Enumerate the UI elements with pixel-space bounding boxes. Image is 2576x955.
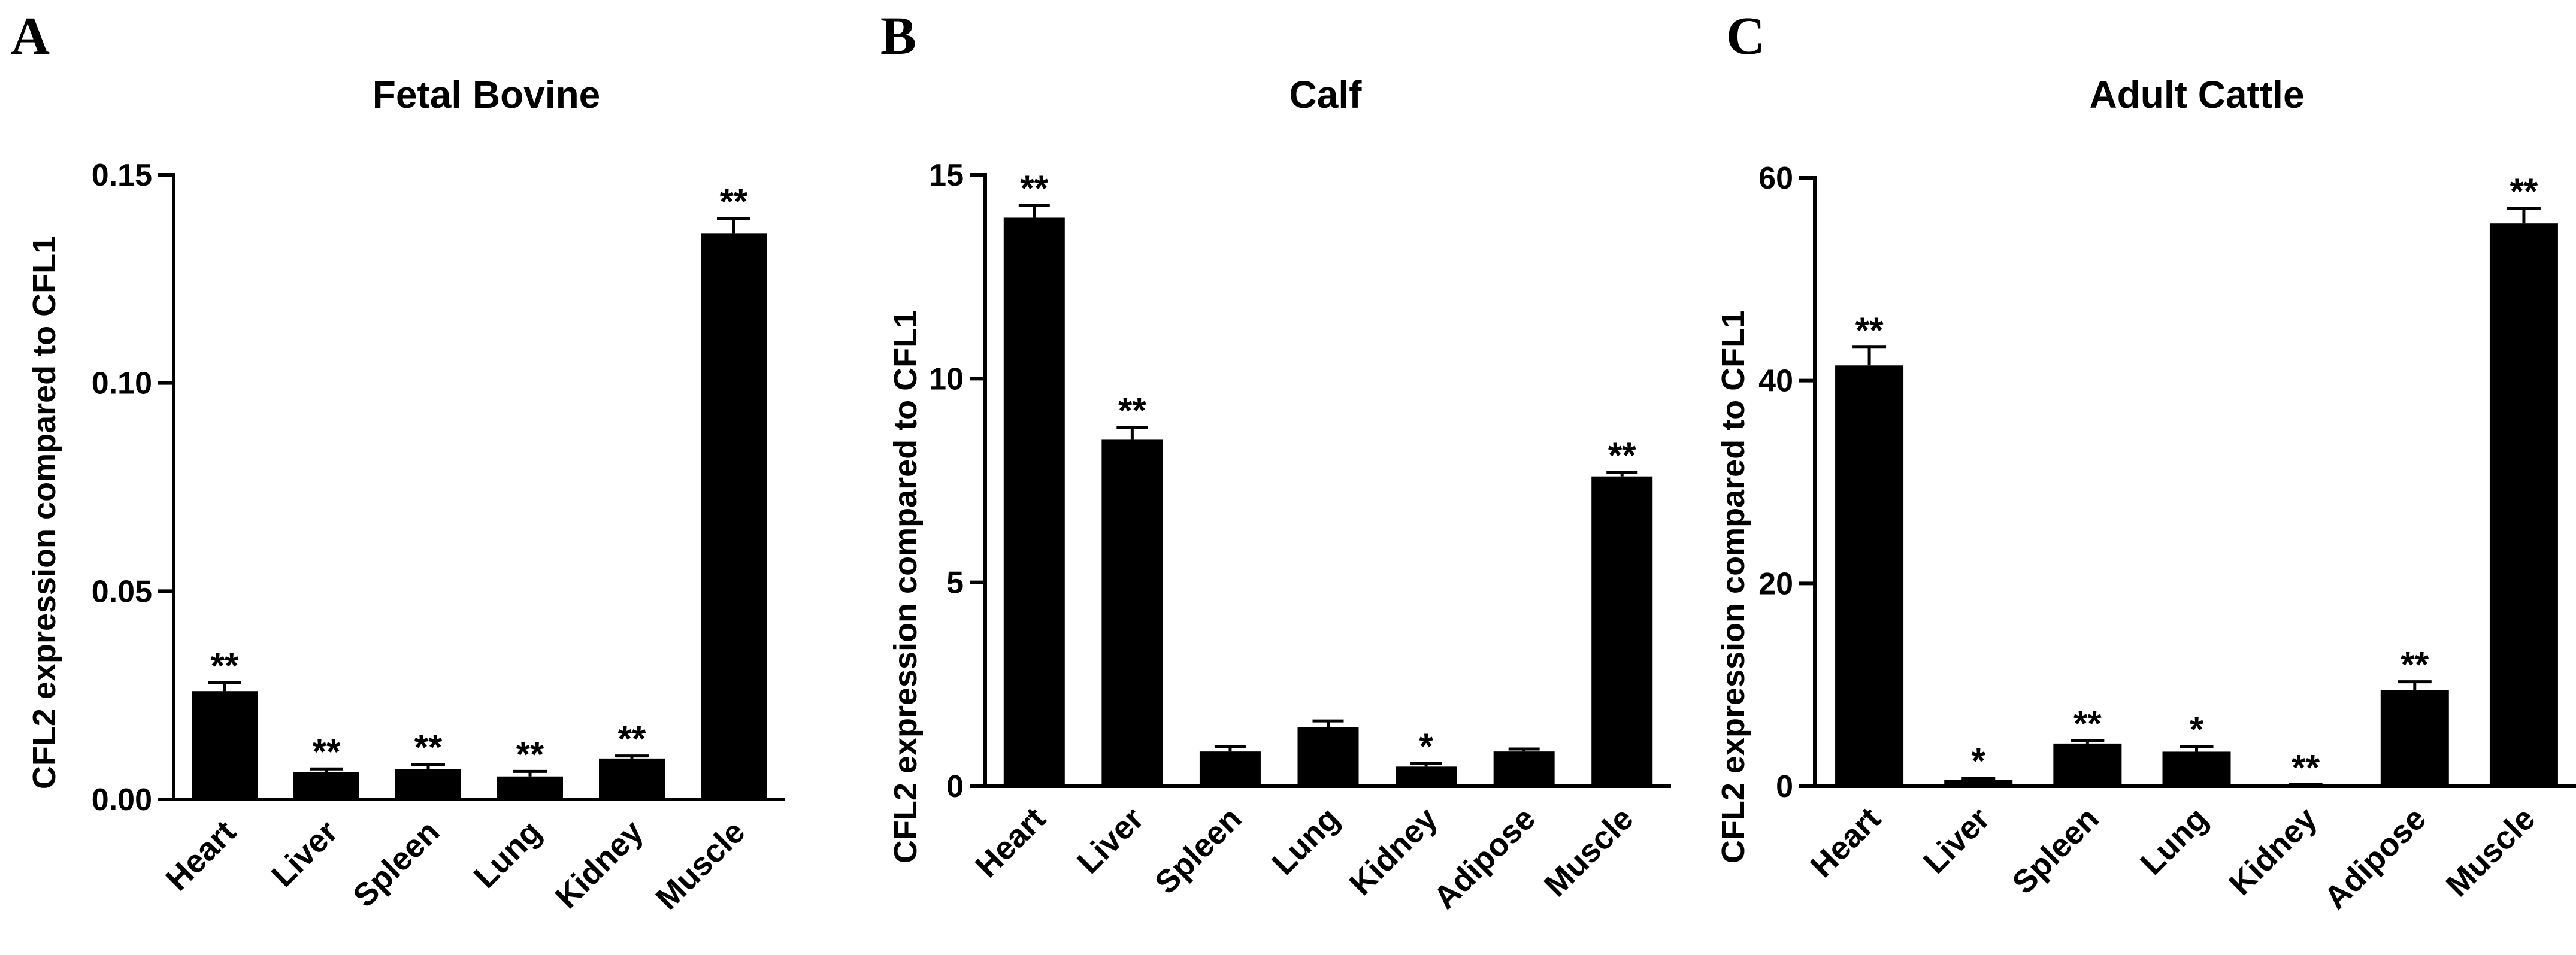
panel-a-ylabel: CFL2 expression compared to CFL1 <box>26 236 62 789</box>
panel-a-title: Fetal Bovine <box>373 73 601 116</box>
bar-muscle <box>2489 223 2558 786</box>
y-tick-label: 10 <box>929 362 964 396</box>
significance-label: ** <box>2073 704 2102 744</box>
bar-muscle <box>701 233 767 799</box>
category-label: Lung <box>1265 801 1346 882</box>
significance-label: ** <box>1855 310 1884 350</box>
bar-spleen <box>2053 743 2122 786</box>
category-label: Kidney <box>2222 801 2324 902</box>
significance-label: * <box>1419 726 1433 766</box>
category-label: Muscle <box>1537 801 1640 904</box>
category-label: Liver <box>1070 801 1151 881</box>
significance-label: ** <box>618 719 646 759</box>
category-label: Spleen <box>2005 801 2106 901</box>
significance-label: * <box>1972 741 1986 781</box>
category-label: Adipose <box>2317 801 2433 916</box>
category-label: Heart <box>159 814 243 898</box>
bar-spleen <box>1199 751 1261 786</box>
significance-label: ** <box>1118 390 1146 430</box>
bar-muscle <box>1591 476 1653 786</box>
bar-liver <box>1944 780 2013 786</box>
panel-a: A Fetal Bovine CFL2 expression compared … <box>11 7 785 917</box>
panel-b-ylabel: CFL2 expression compared to CFL1 <box>888 310 924 863</box>
bar-heart <box>192 691 258 799</box>
significance-label: ** <box>1020 168 1048 208</box>
category-label: Adipose <box>1427 801 1542 916</box>
significance-label: ** <box>1608 435 1636 475</box>
y-tick-label: 0 <box>946 769 964 804</box>
category-label: Lung <box>467 814 549 895</box>
panel-c-title: Adult Cattle <box>2089 73 2304 116</box>
panel-b-letter: B <box>880 7 916 66</box>
category-label: Spleen <box>1148 801 1249 901</box>
category-label: Muscle <box>649 814 752 917</box>
y-tick-label: 5 <box>946 566 964 601</box>
category-label: Heart <box>968 801 1052 884</box>
bar-adipose <box>2380 690 2449 786</box>
bar-liver <box>1101 439 1163 786</box>
bar-kidney <box>599 758 665 799</box>
y-tick-label: 60 <box>1758 161 1793 196</box>
panel-a-letter: A <box>11 7 50 66</box>
panel-b-title: Calf <box>1289 73 1363 116</box>
y-tick-label: 0.15 <box>92 158 152 193</box>
significance-label: ** <box>414 727 443 768</box>
significance-label: ** <box>313 732 341 772</box>
panel-c-plot: 0 20 40 60 ** Heart * Liver ** Spleen * Lung ** Kidne… <box>1758 161 2576 916</box>
significance-label: ** <box>2510 171 2538 211</box>
significance-label: ** <box>2292 747 2320 787</box>
significance-label: ** <box>720 181 748 222</box>
bar-liver <box>293 772 359 799</box>
bar-adipose <box>1493 751 1555 786</box>
bar-lung <box>497 776 563 799</box>
category-label: Muscle <box>2439 801 2542 904</box>
significance-label: * <box>2190 710 2204 750</box>
y-tick-label: 15 <box>929 158 964 193</box>
bar-spleen <box>395 769 461 799</box>
category-label: Heart <box>1804 801 1888 884</box>
y-tick-label: 40 <box>1758 364 1793 399</box>
y-tick-label: 0.10 <box>92 366 152 401</box>
y-tick-label: 0 <box>1776 769 1793 804</box>
panel-a-plot: 0.00 0.05 0.10 0.15 ** Heart ** Liver ** Spleen **… <box>92 158 785 917</box>
panel-c: C Adult Cattle CFL2 expression compared … <box>1715 7 2576 916</box>
significance-label: ** <box>2401 645 2429 685</box>
y-tick-label: 0.05 <box>92 574 152 609</box>
y-tick-label: 20 <box>1758 566 1793 601</box>
category-label: Lung <box>2133 801 2215 882</box>
bar-kidney <box>1396 766 1457 786</box>
y-tick-label: 0.00 <box>92 783 152 817</box>
bar-heart <box>1835 365 1904 786</box>
category-label: Kidney <box>1343 801 1445 902</box>
bar-heart <box>1003 217 1065 787</box>
panel-b: B Calf CFL2 expression compared to CFL1 … <box>880 7 1671 916</box>
bar-lung <box>2162 751 2231 786</box>
significance-label: ** <box>211 645 239 686</box>
bar-lung <box>1297 727 1359 786</box>
significance-label: ** <box>516 734 544 774</box>
panel-c-ylabel: CFL2 expression compared to CFL1 <box>1715 310 1751 863</box>
category-label: Liver <box>265 814 345 894</box>
category-label: Kidney <box>549 814 650 915</box>
category-label: Liver <box>1917 801 1997 881</box>
panel-c-letter: C <box>1726 7 1765 66</box>
category-label: Spleen <box>346 814 447 914</box>
